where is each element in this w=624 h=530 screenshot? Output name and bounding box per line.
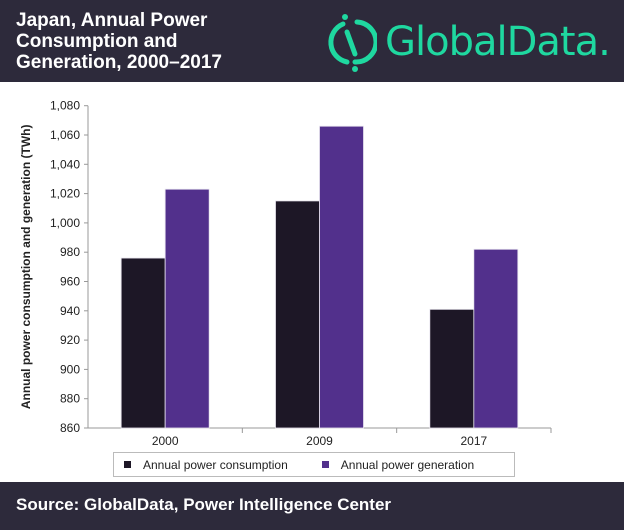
y-tick-label: 860	[60, 421, 80, 435]
bar-generation-2009	[319, 125, 364, 429]
chart-title: Japan, Annual Power Consumption and Gene…	[16, 10, 222, 73]
globaldata-logo-icon	[328, 14, 377, 72]
y-tick-label: 960	[60, 275, 80, 289]
logo-text: GlobalData.	[385, 19, 611, 65]
legend-swatch-consumption	[124, 461, 131, 468]
footer: Source: GlobalData, Power Intelligence C…	[0, 482, 624, 530]
y-tick-label: 1,000	[50, 216, 80, 230]
legend: Annual power consumption Annual power ge…	[113, 452, 515, 477]
source-note: Source: GlobalData, Power Intelligence C…	[16, 495, 392, 514]
bar-consumption-2009	[275, 200, 320, 429]
x-tick-label: 2000	[152, 434, 179, 448]
y-tick-label: 1,040	[50, 157, 80, 171]
bar-generation-2000	[164, 188, 210, 429]
x-tick-label: 2009	[306, 434, 333, 448]
y-tick-label: 980	[60, 245, 80, 259]
x-tick-label: 2017	[460, 434, 487, 448]
bar-chart: 860 880 900 920 940 960 980 1,000 1,020 1,040 1,06…	[19, 99, 552, 448]
legend-label-generation: Annual power generation	[340, 457, 475, 472]
globaldata-logo: GlobalData.	[325, 12, 611, 72]
bar-consumption-2000	[120, 257, 166, 429]
y-tick-label: 880	[60, 392, 80, 406]
y-tick-label: 940	[60, 304, 80, 318]
legend-item-generation: Annual power generation	[321, 457, 475, 472]
legend-swatch-generation	[321, 461, 329, 468]
y-tick-label: 1,020	[50, 187, 80, 201]
header: Japan, Annual Power Consumption and Gene…	[0, 0, 624, 82]
y-tick-label: 900	[60, 362, 80, 376]
y-tick-label: 1,060	[50, 128, 80, 142]
bar-generation-2017	[473, 248, 519, 429]
y-tick-label: 920	[60, 333, 80, 347]
y-tick-label: 1,080	[50, 99, 80, 113]
legend-item-consumption: Annual power consumption	[124, 458, 288, 472]
bar-consumption-2017	[429, 308, 475, 429]
y-axis-label: Annual power consumption and generation …	[19, 125, 33, 410]
legend-label-consumption: Annual power consumption	[143, 457, 288, 472]
